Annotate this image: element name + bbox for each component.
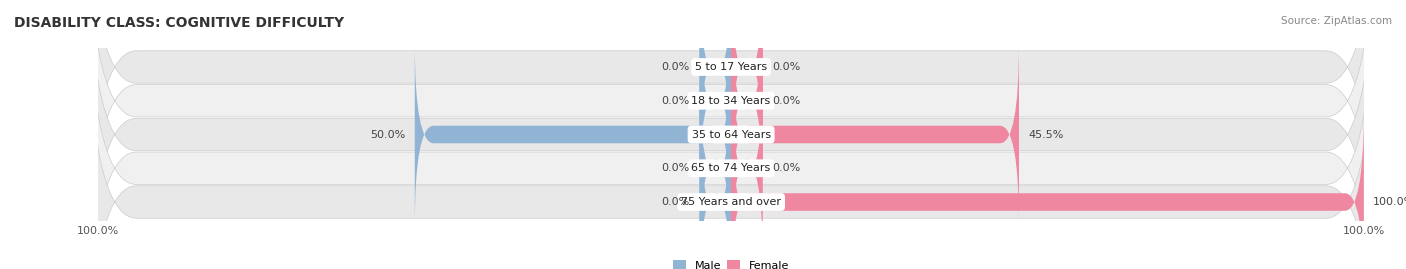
FancyBboxPatch shape [731,76,762,261]
FancyBboxPatch shape [699,76,731,261]
FancyBboxPatch shape [731,0,762,160]
Text: 75 Years and over: 75 Years and over [681,197,782,207]
Text: Source: ZipAtlas.com: Source: ZipAtlas.com [1281,16,1392,26]
FancyBboxPatch shape [699,0,731,160]
FancyBboxPatch shape [731,8,762,193]
FancyBboxPatch shape [699,109,731,269]
FancyBboxPatch shape [86,0,1376,269]
Text: 50.0%: 50.0% [370,129,405,140]
Text: 35 to 64 Years: 35 to 64 Years [692,129,770,140]
Legend: Male, Female: Male, Female [668,256,794,269]
Text: 0.0%: 0.0% [662,96,690,106]
Text: 0.0%: 0.0% [662,62,690,72]
Text: 5 to 17 Years: 5 to 17 Years [695,62,768,72]
Text: 0.0%: 0.0% [772,62,800,72]
Text: 0.0%: 0.0% [772,96,800,106]
FancyBboxPatch shape [415,42,731,227]
Text: 0.0%: 0.0% [772,163,800,173]
Text: 45.5%: 45.5% [1028,129,1064,140]
FancyBboxPatch shape [86,0,1376,269]
Text: 0.0%: 0.0% [662,197,690,207]
FancyBboxPatch shape [699,8,731,193]
FancyBboxPatch shape [731,109,1364,269]
FancyBboxPatch shape [731,42,1019,227]
Text: 0.0%: 0.0% [662,163,690,173]
Text: 100.0%: 100.0% [1374,197,1406,207]
Text: 18 to 34 Years: 18 to 34 Years [692,96,770,106]
FancyBboxPatch shape [86,0,1376,269]
Text: 65 to 74 Years: 65 to 74 Years [692,163,770,173]
FancyBboxPatch shape [86,0,1376,269]
Text: DISABILITY CLASS: COGNITIVE DIFFICULTY: DISABILITY CLASS: COGNITIVE DIFFICULTY [14,16,344,30]
FancyBboxPatch shape [86,0,1376,269]
